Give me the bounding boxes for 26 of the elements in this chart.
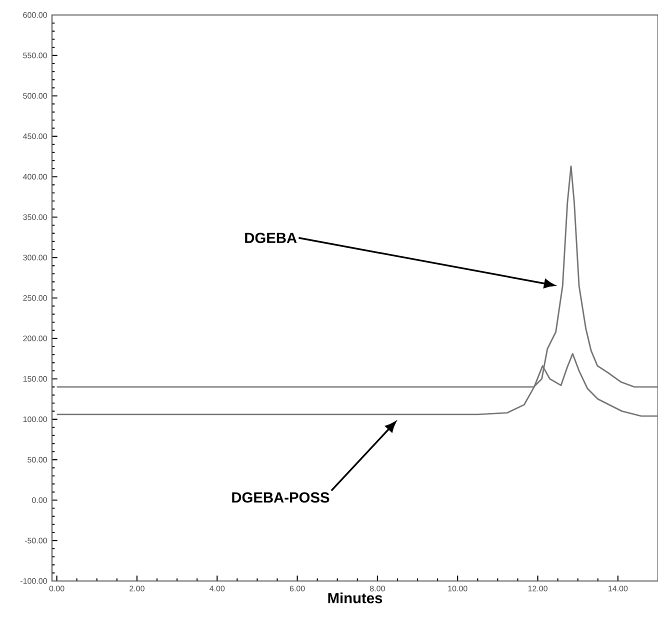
y-tick-label: 300.00: [23, 254, 47, 260]
x-tick-label: 2.00: [130, 586, 144, 592]
y-tick-label: 550.00: [23, 52, 47, 58]
x-tick-label: 6.00: [290, 586, 305, 592]
y-tick-label: -100.00: [20, 578, 47, 584]
y-tick-label: 250.00: [23, 295, 47, 301]
y-tick-label: -50.00: [24, 538, 47, 544]
y-tick-label: 0.00: [32, 497, 47, 503]
y-tick-label: 150.00: [23, 376, 47, 382]
annotation: DGEBA-POSS: [232, 492, 330, 503]
y-tick-label: 600.00: [23, 12, 47, 18]
y-tick-label: 350.00: [23, 214, 47, 220]
y-tick-label: 100.00: [23, 416, 47, 422]
x-tick-label: 12.00: [528, 586, 548, 592]
x-tick-label: 10.00: [448, 586, 468, 592]
x-axis-title: Minutes: [328, 592, 382, 604]
y-tick-label: 50.00: [28, 456, 47, 463]
x-tick-label: 0.00: [49, 586, 64, 592]
x-tick-label: 8.00: [370, 586, 385, 592]
y-tick-label: 400.00: [23, 174, 47, 180]
x-tick-label: 4.00: [210, 586, 225, 592]
annotation: DGEBA: [245, 232, 297, 244]
x-tick-label: 14.00: [608, 586, 628, 592]
y-tick-label: 500.00: [23, 93, 47, 99]
y-tick-label: 450.00: [23, 133, 47, 140]
y-tick-label: 200.00: [23, 336, 47, 342]
